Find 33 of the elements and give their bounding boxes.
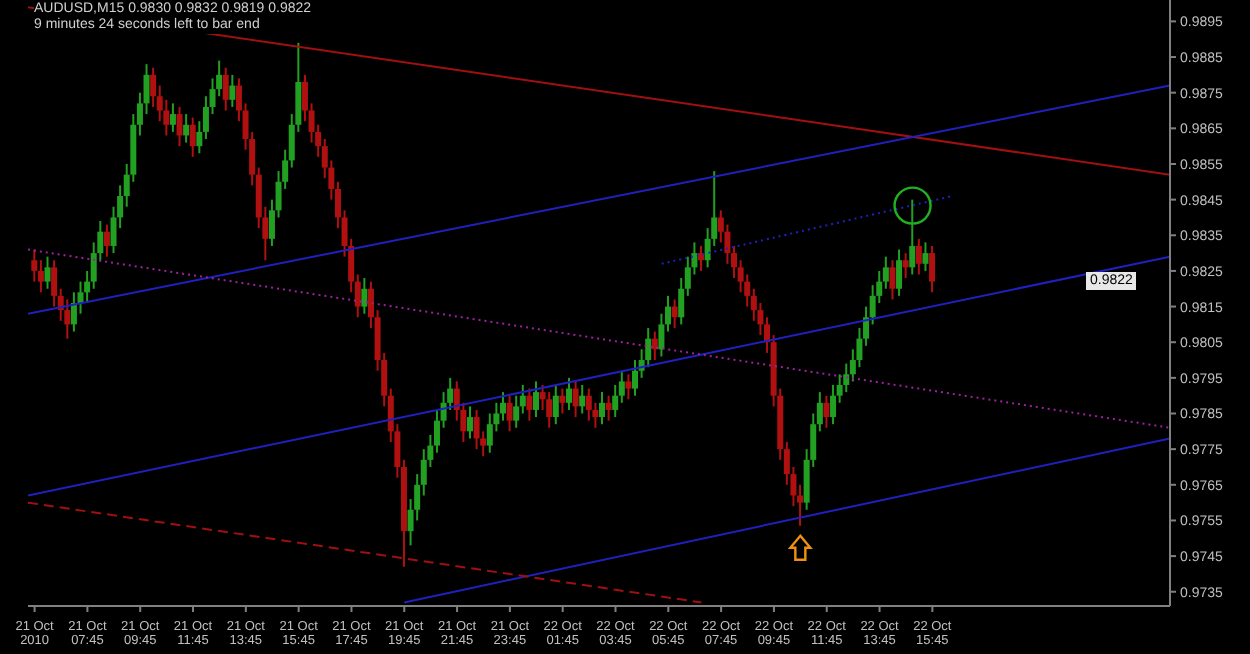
candlestick: [889, 259, 896, 301]
candlestick: [605, 394, 612, 422]
candlestick: [909, 198, 916, 276]
candlestick: [103, 223, 110, 258]
candlestick: [671, 298, 678, 329]
candlestick: [183, 113, 190, 144]
candlestick: [572, 380, 579, 419]
candlestick: [526, 387, 533, 422]
candlestick: [189, 116, 196, 158]
candlestick: [506, 394, 513, 433]
candlestick: [915, 237, 922, 276]
candlestick: [546, 391, 553, 429]
candlestick: [466, 405, 473, 440]
candlestick: [44, 255, 51, 290]
candlestick: [229, 73, 236, 108]
candlestick: [585, 387, 592, 422]
candlestick: [579, 383, 586, 415]
candlestick: [532, 380, 539, 419]
candlestick: [902, 252, 909, 280]
candlestick: [473, 408, 480, 451]
candlestick: [922, 241, 929, 272]
candlestick: [823, 394, 830, 429]
candlestick: [929, 244, 936, 294]
candlestick: [599, 391, 605, 426]
candlestick: [625, 373, 632, 401]
candlestick: [565, 376, 572, 411]
candlestick: [176, 105, 183, 148]
candlestick: [361, 277, 368, 315]
candlestick: [222, 66, 229, 112]
candlestick: [169, 102, 176, 133]
candlestick: [552, 383, 559, 426]
candlestick: [896, 248, 903, 297]
candlestick: [559, 387, 566, 415]
